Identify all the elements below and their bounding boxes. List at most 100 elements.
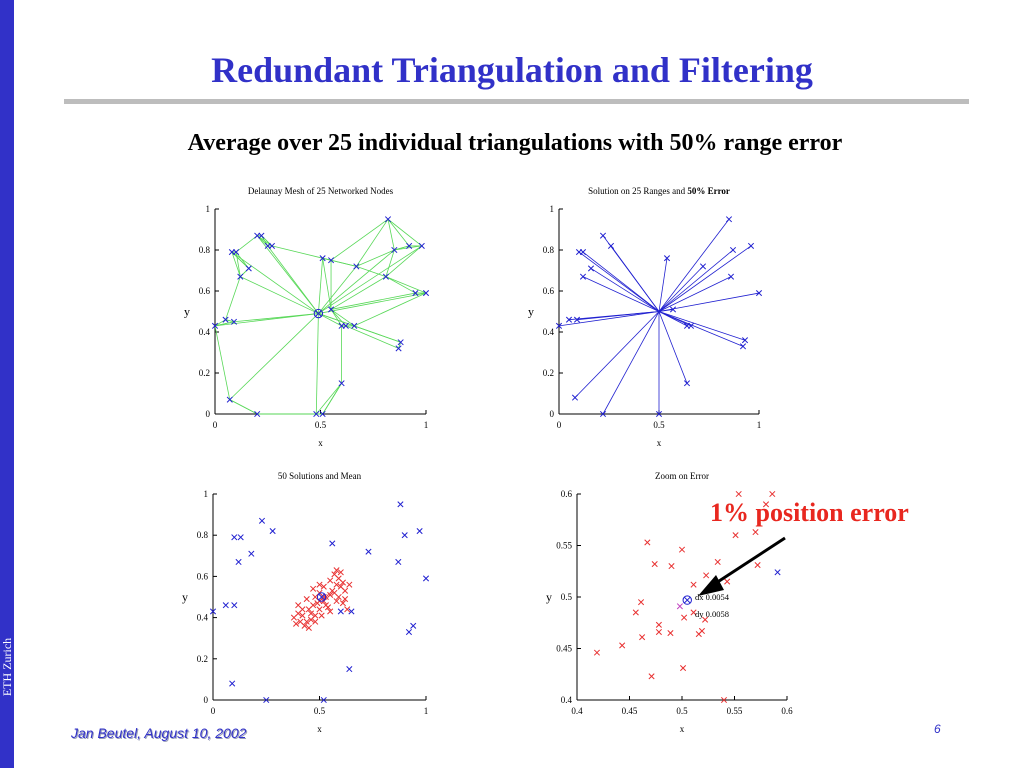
chart3-y-tick-label: 0	[204, 695, 209, 705]
chart1-mesh-edge	[231, 251, 250, 269]
chart4-series1-point	[714, 558, 721, 566]
chart2-range-ray	[658, 245, 752, 312]
chart1-mesh-edge	[385, 276, 416, 294]
chart4-series2-point	[774, 569, 781, 576]
chart3-mean-marker	[316, 592, 327, 602]
chart1-mesh-edge	[330, 276, 387, 310]
chart1-node-marker	[382, 273, 389, 280]
chart4-series1-point	[720, 696, 728, 704]
chart2-y-tick-label: 0.2	[543, 368, 554, 378]
chart3-series2-point	[337, 569, 344, 576]
chart1-node-marker	[353, 263, 360, 270]
chart1-mesh-edge	[354, 292, 427, 327]
chart3-series2-point	[301, 622, 308, 629]
chart1-mesh-edge	[385, 276, 427, 294]
chart4-series1-point	[681, 614, 688, 621]
chart1-node-marker	[327, 257, 335, 264]
chart2-node-marker	[579, 273, 587, 280]
chart1-y-tick-label: 0	[206, 409, 211, 419]
chart2-range-ray	[574, 311, 660, 398]
chart3-series2-point	[327, 608, 334, 615]
chart1-mesh-edge	[267, 245, 319, 314]
chart2-node-marker	[687, 322, 695, 329]
chart3-series2-point	[320, 583, 327, 590]
chart3-y-tick-label: 0.2	[197, 654, 208, 664]
chart2-node-marker	[755, 289, 763, 297]
chart1-mesh-edge	[214, 319, 226, 327]
chart4-series1-point	[632, 609, 639, 616]
chart1-mesh-edge	[385, 249, 395, 277]
chart1-mesh-edge	[318, 292, 427, 314]
chart2-range-ray	[590, 268, 660, 312]
chart1-node-marker	[412, 289, 419, 297]
chart3-series2-point	[310, 585, 317, 592]
chart3-series1-point	[329, 540, 336, 547]
chart1-mesh-edge	[233, 313, 319, 323]
chart4-series1-point	[732, 532, 739, 539]
chart3-series2-point	[342, 587, 349, 594]
chart1-mesh-edge	[229, 399, 258, 415]
chart1-node-marker	[319, 255, 326, 262]
chart3-series2-point	[316, 581, 323, 588]
chart2-node-marker	[599, 232, 607, 239]
chart3-series2-point	[333, 581, 340, 588]
chart1-node-marker	[327, 306, 335, 313]
chart2-range-ray	[658, 311, 688, 384]
chart1-node-marker	[397, 339, 404, 346]
chart2-range-ray	[558, 311, 660, 327]
chart3-series1-point	[231, 602, 238, 609]
chart1-mesh-edge	[318, 249, 395, 314]
chart1-mesh-edge	[231, 251, 319, 314]
chart1-node-marker	[211, 322, 219, 329]
chart1-mesh-edge	[356, 249, 395, 267]
chart4-series1-point	[703, 572, 710, 579]
chart1-node-marker	[313, 410, 320, 418]
chart4-series1-point	[668, 563, 675, 570]
chart4-series1-point	[679, 665, 687, 672]
chart3-y-tick-label: 0.4	[197, 613, 209, 623]
chart2-node-marker	[683, 380, 691, 387]
chart1-mesh-edge	[318, 245, 422, 314]
chart2-node-marker	[565, 316, 573, 323]
chart1-mesh-edge	[387, 219, 395, 251]
chart1-mesh-edge	[235, 251, 241, 277]
chart2-x-tick-label: 0	[557, 420, 562, 430]
chart4-y-tick-label: 0.45	[556, 644, 572, 654]
chart4-series1-point	[648, 673, 655, 680]
chart4-series1-point	[667, 629, 674, 637]
chart3-x-tick-label: 0.5	[314, 706, 326, 716]
chart1-y-tick-label: 0.4	[199, 327, 211, 337]
chart2-range-ray	[610, 245, 660, 312]
chart3-series2-point	[327, 591, 334, 598]
chart1-title: Delaunay Mesh of 25 Networked Nodes	[248, 186, 394, 196]
chart1-mesh-edge	[322, 258, 332, 310]
chart2-title: Solution on 25 Ranges and 50% Error	[588, 186, 730, 196]
footer-author-date: Jan Beutel, August 10, 2002	[71, 725, 247, 741]
chart1-y-tick-label: 1	[206, 204, 211, 214]
chart4-series1-point	[769, 490, 776, 498]
chart2-node-marker	[571, 394, 579, 401]
chart3-series2-point	[333, 567, 340, 574]
chart1-y-axis-label: y	[184, 305, 190, 319]
chart4-mean-marker	[682, 595, 692, 605]
chart3-series2-point	[307, 610, 315, 617]
slide-subtitle: Average over 25 individual triangulation…	[187, 130, 843, 156]
chart2-node-marker	[607, 242, 615, 249]
chart2-node-marker	[699, 263, 707, 270]
chart3-series1-point	[397, 501, 404, 508]
chart2-y-tick-label: 0.8	[543, 245, 555, 255]
chart1-mesh-edge	[394, 245, 422, 251]
chart1-node-marker	[268, 242, 276, 249]
chart3-series1-point	[269, 528, 276, 535]
chart3-series1-point	[209, 608, 217, 615]
chart2-range-ray	[602, 311, 660, 415]
chart1-node-marker	[338, 380, 345, 387]
chart3-series2-point	[303, 618, 310, 625]
chart4-series1-point	[637, 599, 645, 606]
chart3-series2-point	[331, 589, 338, 596]
chart1-y-tick-label: 0.8	[199, 245, 211, 255]
chart3-x-axis-label: x	[317, 724, 322, 734]
chart4-dy-annotation: dy 0.0058	[695, 609, 729, 619]
chart1-mesh-edge	[330, 309, 355, 327]
chart1-mesh-edge	[240, 276, 319, 314]
